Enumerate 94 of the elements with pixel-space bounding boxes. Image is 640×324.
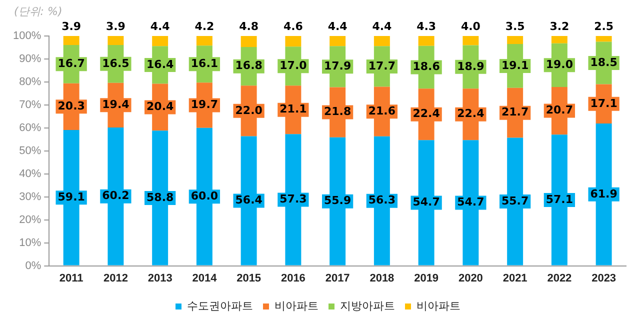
data-label: 20.3 — [58, 100, 85, 113]
x-tick-label: 2022 — [547, 272, 572, 284]
data-label: 54.7 — [412, 196, 440, 209]
bar — [108, 36, 124, 45]
bar — [374, 36, 390, 46]
x-tick-label: 2016 — [280, 272, 306, 284]
data-label: 16.1 — [190, 57, 218, 70]
data-label: 3.9 — [106, 20, 126, 33]
data-label: 61.9 — [590, 187, 618, 200]
data-label: 4.8 — [239, 20, 259, 33]
legend-label: 지방아파트 — [340, 300, 395, 313]
data-label: 21.8 — [324, 105, 352, 118]
data-label: 57.3 — [280, 192, 307, 206]
data-label: 55.9 — [324, 194, 352, 208]
data-label: 56.4 — [235, 194, 263, 207]
bar — [240, 36, 257, 48]
data-label: 17.9 — [324, 60, 352, 73]
bar — [596, 36, 612, 42]
y-tick-label: 30% — [19, 190, 42, 203]
data-label: 16.5 — [102, 56, 130, 70]
bar — [63, 36, 80, 45]
data-label: 21.7 — [501, 106, 529, 119]
data-label: 60.2 — [102, 189, 130, 202]
data-label: 4.4 — [328, 20, 348, 33]
bar — [330, 36, 346, 46]
y-tick-label: 10% — [19, 236, 42, 249]
x-tick-label: 2017 — [325, 272, 350, 284]
y-tick-label: 80% — [19, 76, 42, 88]
data-label: 4.6 — [283, 20, 304, 33]
text: (단위: %) — [14, 4, 62, 19]
x-tick-label: 2015 — [236, 272, 262, 284]
data-label: 19.1 — [501, 58, 529, 72]
data-label: 18.9 — [457, 60, 484, 73]
y-tick-label: 50% — [19, 144, 42, 157]
bar — [196, 36, 212, 46]
data-label: 19.4 — [102, 98, 130, 112]
x-tick-label: 2011 — [59, 272, 84, 284]
y-tick-label: 60% — [19, 122, 42, 134]
x-tick-label: 2014 — [192, 272, 218, 284]
y-tick-label: 70% — [19, 98, 42, 111]
data-label: 17.1 — [590, 96, 618, 110]
data-label: 22.0 — [235, 104, 263, 117]
data-label: 2.5 — [594, 20, 614, 33]
data-label: 4.4 — [150, 20, 170, 33]
data-label: 57.1 — [546, 192, 574, 206]
data-label: 17.7 — [368, 59, 396, 72]
x-tick-label: 2013 — [148, 272, 172, 284]
data-label: 22.4 — [457, 107, 485, 120]
data-label: 55.7 — [501, 194, 529, 208]
data-label: 56.3 — [368, 194, 396, 207]
x-tick-label: 2020 — [458, 272, 483, 284]
bar — [418, 36, 434, 46]
data-label: 3.5 — [505, 20, 525, 33]
data-label: 3.9 — [62, 20, 82, 33]
data-label: 3.2 — [550, 20, 570, 33]
data-label: 20.4 — [146, 100, 174, 114]
bar — [285, 36, 302, 47]
y-tick-label: 90% — [19, 53, 42, 66]
y-tick-label: 100% — [12, 30, 42, 42]
data-label: 16.8 — [235, 59, 262, 72]
data-label: 20.7 — [546, 104, 574, 117]
data-label: 18.6 — [412, 60, 440, 74]
y-tick-label: 0% — [25, 260, 42, 272]
data-label: 59.1 — [58, 190, 85, 204]
legend-label: 수도권아파트 — [187, 300, 253, 313]
data-label: 54.7 — [457, 196, 484, 209]
data-label: 4.4 — [372, 20, 392, 33]
data-label: 4.0 — [460, 20, 481, 33]
data-label: 16.7 — [58, 57, 85, 70]
data-label: 58.8 — [146, 190, 174, 204]
data-label: 4.2 — [194, 20, 214, 33]
bar — [551, 36, 568, 44]
x-tick-label: 2019 — [414, 272, 439, 284]
x-tick-label: 2021 — [502, 272, 528, 284]
bar — [152, 36, 168, 46]
data-label: 60.0 — [190, 189, 218, 202]
data-label: 18.5 — [590, 56, 618, 69]
data-label: 19.0 — [546, 58, 574, 72]
data-label: 21.1 — [280, 102, 307, 116]
data-label: 4.3 — [416, 20, 436, 33]
data-label: 17.0 — [280, 58, 308, 72]
data-label: 16.4 — [146, 58, 174, 71]
x-tick-label: 2023 — [592, 272, 616, 284]
x-tick-label: 2018 — [370, 272, 394, 284]
bar — [507, 36, 524, 44]
data-label: 22.4 — [412, 107, 440, 120]
data-label: 21.6 — [368, 104, 396, 118]
legend-label: 비아파트 — [416, 300, 460, 313]
bar — [462, 36, 479, 46]
data-label: 19.7 — [190, 98, 218, 112]
y-tick-label: 40% — [19, 168, 42, 180]
x-tick-label: 2012 — [103, 272, 128, 284]
y-tick-label: 20% — [19, 214, 42, 226]
legend-label: 비아파트 — [274, 300, 318, 313]
